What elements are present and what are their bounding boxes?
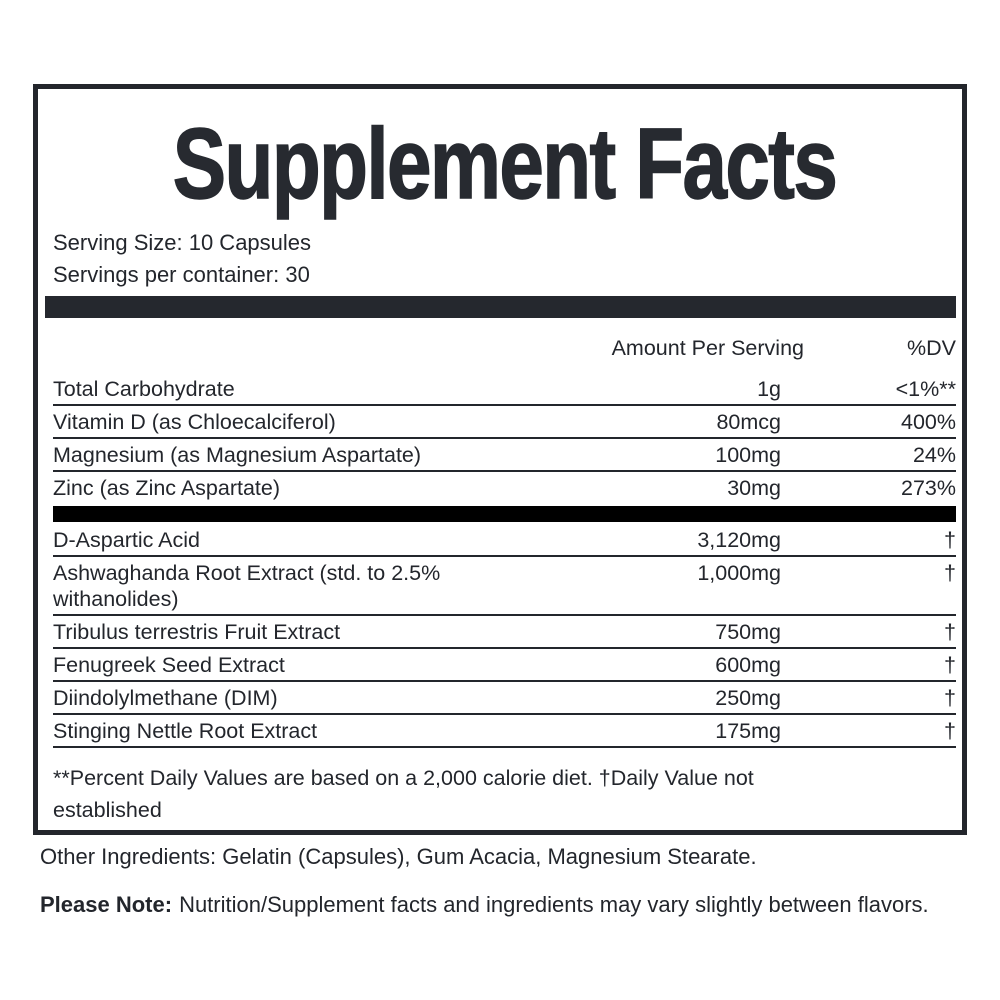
supplement-facts-panel: Supplement Facts Serving Size: 10 Capsul…	[33, 84, 967, 835]
ingredient-dv: †	[944, 528, 956, 552]
nutrient-amount: 100mg	[715, 443, 781, 467]
table-row: Diindolylmethane (DIM) 250mg †	[53, 682, 956, 715]
please-note-label: Please Note:	[40, 892, 173, 917]
daily-value-footnote: **Percent Daily Values are based on a 2,…	[53, 766, 754, 822]
table-row: Total Carbohydrate 1g <1%**	[53, 373, 956, 406]
ingredient-dv: †	[944, 719, 956, 743]
nutrient-dv: 400%	[901, 410, 956, 434]
table-row: Magnesium (as Magnesium Aspartate) 100mg…	[53, 439, 956, 472]
table-row: Tribulus terrestris Fruit Extract 750mg …	[53, 616, 956, 649]
ingredient-name: Diindolylmethane (DIM)	[53, 686, 278, 710]
ingredient-dv: †	[944, 620, 956, 644]
nutrient-dv: 24%	[912, 443, 956, 467]
ingredient-amount: 250mg	[715, 686, 781, 710]
nutrient-amount: 30mg	[727, 476, 781, 500]
nutrient-table-section-2: D-Aspartic Acid 3,120mg † Ashwaghanda Ro…	[53, 524, 956, 748]
nutrient-table-section-1: Total Carbohydrate 1g <1%** Vitamin D (a…	[53, 373, 956, 503]
ingredient-name: Tribulus terrestris Fruit Extract	[53, 620, 341, 644]
ingredient-name: Stinging Nettle Root Extract	[53, 719, 318, 743]
ingredient-amount: 175mg	[715, 719, 781, 743]
table-header-row: Amount Per Serving %DV	[53, 332, 956, 365]
nutrient-amount: 80mcg	[716, 410, 781, 434]
column-header-amount-per-serving: Amount Per Serving	[611, 336, 804, 360]
serving-size-text: Serving Size: 10 Capsules	[53, 230, 312, 255]
table-row: D-Aspartic Acid 3,120mg †	[53, 524, 956, 557]
panel-title: Supplement Facts	[172, 107, 838, 221]
column-header-percent-dv: %DV	[907, 336, 956, 360]
nutrient-amount: 1g	[757, 377, 781, 401]
please-note-text: Please Note: Nutrition/Supplement facts a…	[40, 889, 990, 921]
ingredient-dv: †	[944, 686, 956, 710]
servings-per-container-text: Servings per container: 30	[53, 262, 310, 287]
table-row: Stinging Nettle Root Extract 175mg †	[53, 715, 956, 748]
ingredient-amount: 750mg	[715, 620, 781, 644]
nutrient-name: Total Carbohydrate	[53, 377, 235, 401]
divider-bar-middle	[53, 506, 956, 522]
ingredient-name: Fenugreek Seed Extract	[53, 653, 285, 677]
ingredient-dv: †	[944, 653, 956, 677]
nutrient-dv: 273%	[901, 476, 956, 500]
other-ingredients-text: Other Ingredients: Gelatin (Capsules), G…	[40, 844, 757, 869]
nutrient-dv: <1%**	[895, 377, 956, 401]
nutrient-name: Zinc (as Zinc Aspartate)	[53, 476, 281, 500]
ingredient-amount: 1,000mg	[697, 561, 781, 585]
table-row: Fenugreek Seed Extract 600mg †	[53, 649, 956, 682]
table-row: Vitamin D (as Chloecalciferol) 80mcg 400…	[53, 406, 956, 439]
table-row: Zinc (as Zinc Aspartate) 30mg 273%	[53, 472, 956, 503]
nutrient-name: Magnesium (as Magnesium Aspartate)	[53, 443, 422, 467]
nutrient-name: Vitamin D (as Chloecalciferol)	[53, 410, 336, 434]
divider-bar-top	[45, 296, 956, 318]
please-note-body: Nutrition/Supplement facts and ingredien…	[179, 892, 929, 917]
ingredient-amount: 3,120mg	[697, 528, 781, 552]
ingredient-amount: 600mg	[715, 653, 781, 677]
ingredient-dv: †	[944, 561, 956, 585]
table-row: Ashwaghanda Root Extract (std. to 2.5% w…	[53, 557, 956, 616]
ingredient-name: Ashwaghanda Root Extract (std. to 2.5% w…	[53, 561, 441, 611]
ingredient-name: D-Aspartic Acid	[53, 528, 200, 552]
